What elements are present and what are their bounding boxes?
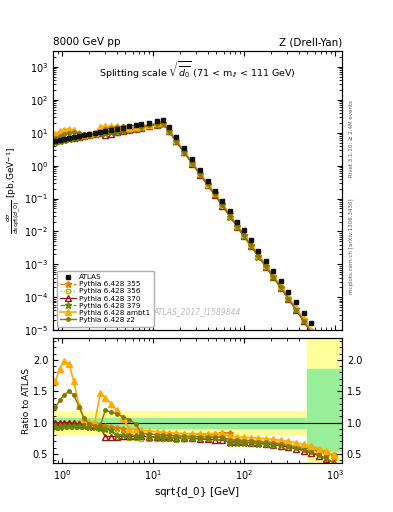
- Bar: [53, 411, 342, 434]
- Text: 8000 GeV pp: 8000 GeV pp: [53, 37, 121, 47]
- Y-axis label: $\frac{d\sigma}{d\mathrm{sqrt}(d\_0)}$ [pb,GeV$^{-1}$]: $\frac{d\sigma}{d\mathrm{sqrt}(d\_0)}$ […: [4, 147, 23, 234]
- Text: mcplots.cern.ch [arXiv:1306.3436]: mcplots.cern.ch [arXiv:1306.3436]: [349, 198, 354, 293]
- Text: Z (Drell-Yan): Z (Drell-Yan): [279, 37, 342, 47]
- Legend: ATLAS, Pythia 6.428 355, Pythia 6.428 356, Pythia 6.428 370, Pythia 6.428 379, P: ATLAS, Pythia 6.428 355, Pythia 6.428 35…: [57, 270, 154, 327]
- Text: Rivet 3.1.10; ≥ 2.4M events: Rivet 3.1.10; ≥ 2.4M events: [349, 100, 354, 177]
- X-axis label: $\mathrm{sqrt\{d\_0\}}$ [GeV]: $\mathrm{sqrt\{d\_0\}}$ [GeV]: [154, 485, 241, 500]
- Text: Splitting scale $\sqrt{\overline{d_0}}$ (71 < m$_{ll}$ < 111 GeV): Splitting scale $\sqrt{\overline{d_0}}$ …: [99, 59, 296, 80]
- Bar: [53, 418, 342, 428]
- Text: ATLAS_2017_I1589844: ATLAS_2017_I1589844: [154, 307, 241, 316]
- Y-axis label: Ratio to ATLAS: Ratio to ATLAS: [22, 368, 31, 434]
